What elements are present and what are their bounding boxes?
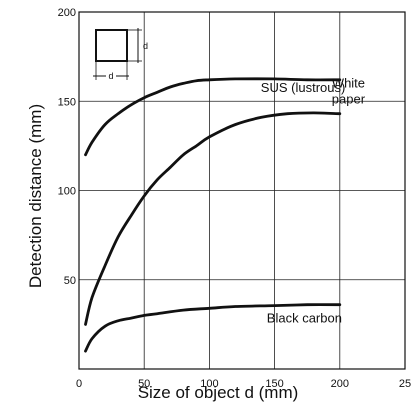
x-tick-label: 0	[76, 378, 82, 390]
grid-lines	[79, 12, 405, 369]
series-label: SUS (lustrous)	[261, 80, 346, 95]
object-size-diagram: d d	[93, 28, 148, 81]
x-tick-label: 100	[200, 378, 218, 390]
series-line	[84, 303, 342, 353]
series-line	[84, 111, 342, 326]
series-line	[84, 77, 342, 157]
y-tick-label: 100	[58, 186, 76, 198]
x-tick-label: 50	[138, 378, 150, 390]
y-tick-label: 50	[64, 275, 76, 287]
plot-frame	[78, 11, 406, 370]
object-square	[95, 29, 128, 62]
x-axis-label: Size of object d (mm)	[138, 383, 299, 402]
width-dimension-label: d	[108, 71, 113, 81]
y-tick-label: 150	[58, 96, 76, 108]
y-tick-label: 200	[58, 7, 76, 19]
y-tick-labels: 50 100 150 200	[58, 7, 76, 287]
series-label: White paper	[332, 76, 366, 107]
x-tick-labels: 0 50 100 150 200 25	[76, 378, 411, 390]
series-layer: SUS (lustrous)White paper Black carbon	[84, 76, 366, 353]
width-label-backdrop	[106, 70, 116, 81]
y-axis-label: Detection distance (mm)	[26, 104, 45, 288]
x-tick-label: 150	[265, 378, 283, 390]
x-tick-label: 200	[331, 378, 349, 390]
series-label: Black carbon	[267, 311, 342, 326]
height-dimension-label: d	[143, 41, 148, 51]
x-tick-label: 25	[399, 378, 411, 390]
